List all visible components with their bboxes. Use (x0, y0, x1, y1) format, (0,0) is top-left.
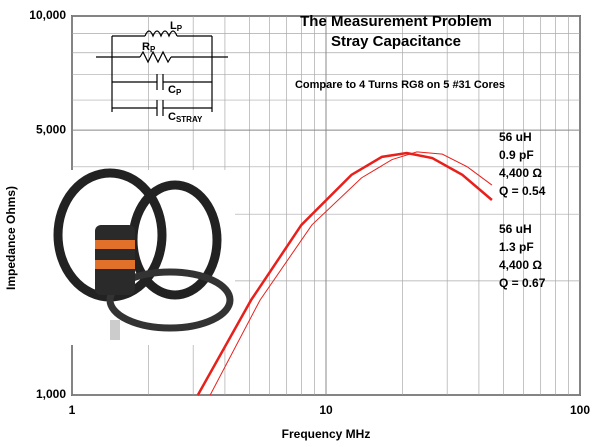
annotation: 56 uH (499, 222, 532, 236)
chart-title: The Measurement Problem (300, 13, 492, 30)
y-tick-label: 10,000 (29, 8, 66, 22)
x-tick-label: 10 (319, 403, 333, 417)
annotation: Q = 0.67 (499, 276, 546, 290)
y-tick-label: 1,000 (36, 387, 66, 401)
y-axis-label: Impedance Ohms) (4, 186, 18, 290)
annotation: 0.9 pF (499, 148, 534, 162)
circuit-label-main: C (168, 111, 176, 123)
circuit-label-sub: P (150, 45, 156, 54)
subtitle: Compare to 4 Turns RG8 on 5 #31 Cores (295, 79, 505, 91)
x-tick-label: 100 (570, 403, 590, 417)
chart: The Measurement Problem Stray Capacitanc… (0, 0, 594, 447)
circuit-label-sub: P (177, 24, 183, 33)
x-axis-label: Frequency MHz (282, 427, 371, 441)
annotation: Q = 0.54 (499, 184, 546, 198)
circuit-label-main: C (168, 84, 176, 96)
annotation: 4,400 Ω (499, 166, 542, 180)
photo (5, 170, 235, 345)
annotation: 1.3 pF (499, 240, 534, 254)
circuit-label-sub: STRAY (176, 115, 203, 124)
circuit-label-sub: P (176, 88, 182, 97)
y-tick-label: 5,000 (36, 122, 66, 136)
x-tick-label: 1 (69, 403, 76, 417)
chart-title: Stray Capacitance (331, 33, 461, 50)
circuit-label-main: R (142, 41, 150, 53)
annotation: 4,400 Ω (499, 258, 542, 272)
annotation: 56 uH (499, 130, 532, 144)
